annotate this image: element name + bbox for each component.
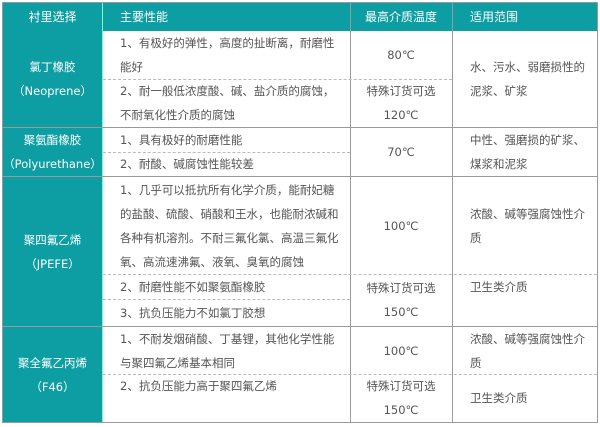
temp-special: 特殊订货可选 120℃ bbox=[350, 79, 452, 127]
scope-text: 卫生类介质 bbox=[470, 391, 528, 405]
scope-text: 卫生类介质 bbox=[470, 279, 528, 294]
row-divider bbox=[2, 326, 598, 327]
temp-value: 150℃ bbox=[383, 403, 419, 417]
scope-text: 水、污水、弱磨损性的泥浆、矿浆 bbox=[470, 60, 585, 98]
column-divider bbox=[452, 3, 453, 423]
dashed-divider bbox=[103, 274, 597, 275]
property-text: 2、耐酸、碱腐蚀性能较差 bbox=[120, 157, 254, 171]
temp-special: 特殊订货可选 150℃ bbox=[350, 374, 452, 422]
material-ptfe: 聚四氟乙烯 （JPEFE） bbox=[3, 177, 102, 326]
header-lining: 衬里选择 bbox=[3, 3, 102, 31]
property-text: 2、抗负压能力高于聚四氟乙烯 bbox=[120, 379, 277, 393]
property-text: 1、不耐发烟硝酸、丁基锂，其他化学性能与聚四氟乙烯基本相同 bbox=[120, 331, 335, 370]
scope-text: 中性、强磨损的矿浆、煤浆和泥浆 bbox=[470, 133, 585, 171]
property-text: 1、几乎可以抵抗所有化学介质，能耐妃糖的盐酸、硫酸、硝酸和王水，也能耐浓碱和各种… bbox=[120, 182, 339, 269]
scope-text: 浓酸、碱等强腐蚀性介质 bbox=[470, 331, 585, 370]
row-divider bbox=[2, 176, 598, 177]
material-f46: 聚全氟乙丙烯 （F46） bbox=[3, 327, 102, 422]
property-text: 2、耐一般低浓度酸、碱、盐介质的腐蚀，不耐氧化性介质的腐蚀 bbox=[120, 84, 335, 122]
property-text: 1、有极好的弹性，高度的扯断离，耐磨性能好 bbox=[120, 36, 335, 74]
scope-text: 浓酸、碱等强腐蚀性介质 bbox=[470, 206, 585, 245]
border-right bbox=[597, 3, 598, 423]
header-scope: 适用范围 bbox=[452, 3, 597, 31]
temp-value: 100℃ bbox=[383, 343, 419, 358]
column-divider bbox=[350, 3, 351, 423]
material-name: 氯丁橡胶 bbox=[29, 60, 76, 74]
border-bottom bbox=[2, 422, 598, 423]
header-max-temp: 最高介质温度 bbox=[350, 3, 452, 31]
temp-value: 100℃ bbox=[383, 218, 419, 233]
material-code: （JPEFE） bbox=[25, 256, 80, 271]
property-text: 2、耐磨性能不如聚氨酯橡胶 bbox=[120, 279, 266, 294]
material-polyurethane: 聚氨酯橡胶 （Polyurethane） bbox=[3, 128, 102, 176]
dashed-divider bbox=[103, 299, 350, 300]
material-neoprene: 氯丁橡胶 （Neoprene） bbox=[3, 31, 102, 127]
dashed-divider bbox=[103, 152, 350, 153]
row-divider bbox=[2, 127, 598, 128]
material-name: 聚四氟乙烯 bbox=[23, 232, 82, 247]
border-top bbox=[2, 2, 598, 3]
material-code: （Neoprene） bbox=[13, 84, 92, 98]
property-text: 1、具有极好的耐磨性能 bbox=[120, 133, 243, 147]
temp-value: 120℃ bbox=[383, 108, 419, 122]
temp-special: 特殊订货可选 150℃ bbox=[350, 274, 452, 326]
dashed-divider bbox=[103, 374, 597, 375]
temp-special-label: 特殊订货可选 bbox=[366, 379, 436, 393]
temp-special-label: 特殊订货可选 bbox=[366, 281, 436, 295]
temp-value: 70℃ bbox=[387, 145, 415, 159]
temp-special-label: 特殊订货可选 bbox=[366, 84, 436, 98]
column-divider bbox=[102, 3, 103, 423]
material-name: 聚氨酯橡胶 bbox=[23, 133, 82, 147]
header-properties: 主要性能 bbox=[102, 3, 350, 31]
temp-value: 80℃ bbox=[387, 48, 415, 62]
dashed-divider bbox=[103, 79, 452, 80]
property-text: 3、抗负压能力不如氯丁胶想 bbox=[120, 305, 266, 320]
material-name: 聚全氟乙丙烯 bbox=[18, 355, 87, 370]
material-code: （F46） bbox=[30, 379, 75, 394]
temp-value: 150℃ bbox=[383, 305, 419, 319]
material-code: （Polyurethane） bbox=[3, 157, 102, 171]
border-left bbox=[2, 3, 3, 423]
